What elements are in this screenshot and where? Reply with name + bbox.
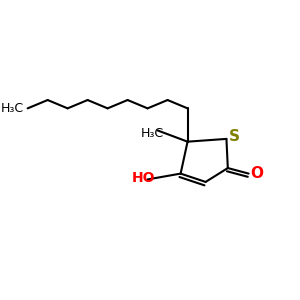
Text: H₃C: H₃C: [1, 102, 24, 116]
Text: O: O: [250, 166, 263, 181]
Text: H₃C: H₃C: [141, 127, 164, 140]
Text: HO: HO: [132, 171, 156, 185]
Text: S: S: [229, 129, 240, 144]
